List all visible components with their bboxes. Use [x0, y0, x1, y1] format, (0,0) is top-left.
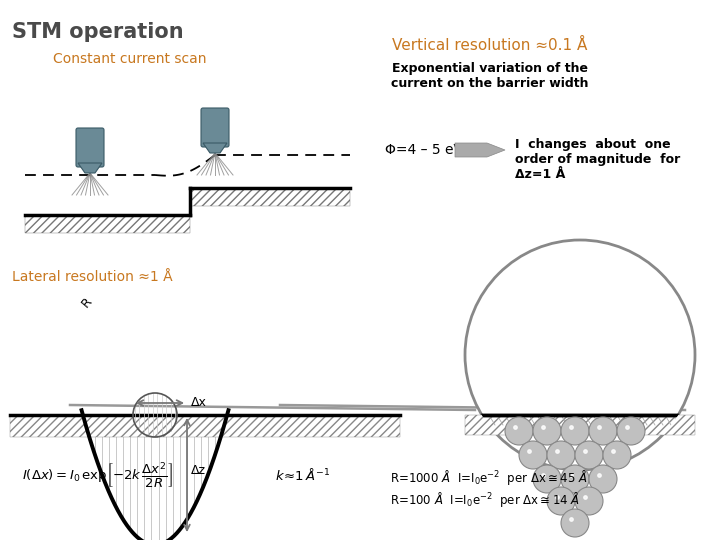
Circle shape	[519, 441, 547, 469]
Text: Vertical resolution ≈0.1 Å: Vertical resolution ≈0.1 Å	[392, 38, 588, 53]
Text: $k\!\approx\!1\,\AA^{-1}$: $k\!\approx\!1\,\AA^{-1}$	[275, 467, 330, 483]
Text: Φ=4 – 5 eV: Φ=4 – 5 eV	[385, 143, 463, 157]
Text: R: R	[79, 294, 95, 309]
Text: Exponential variation of the
current on the barrier width: Exponential variation of the current on …	[391, 62, 589, 90]
Circle shape	[547, 487, 575, 515]
Circle shape	[575, 441, 603, 469]
Text: R=1000 $\AA$  I=I$_0$e$^{-2}$  per $\Delta$x$\cong$45 $\AA$: R=1000 $\AA$ I=I$_0$e$^{-2}$ per $\Delta…	[390, 468, 588, 487]
FancyArrow shape	[455, 143, 505, 157]
Circle shape	[561, 509, 589, 537]
Circle shape	[603, 441, 631, 469]
Circle shape	[617, 417, 645, 445]
Text: $I(\Delta x)=I_0\,\exp\!\left[-2k\,\dfrac{\Delta x^2}{2R}\right]$: $I(\Delta x)=I_0\,\exp\!\left[-2k\,\dfra…	[22, 460, 173, 490]
Circle shape	[589, 465, 617, 493]
Text: I  changes  about  one
order of magnitude  for
Δz=1 Å: I changes about one order of magnitude f…	[515, 138, 680, 181]
FancyBboxPatch shape	[201, 108, 229, 147]
Circle shape	[465, 240, 695, 470]
Text: Δx: Δx	[191, 396, 207, 409]
Text: Constant current scan: Constant current scan	[53, 52, 207, 66]
Bar	[25, 215, 190, 233]
Circle shape	[575, 487, 603, 515]
Circle shape	[505, 417, 533, 445]
Circle shape	[533, 417, 561, 445]
Circle shape	[547, 441, 575, 469]
Text: R=100 $\AA$  I=I$_0$e$^{-2}$  per $\Delta$x$\cong$14 $\AA$: R=100 $\AA$ I=I$_0$e$^{-2}$ per $\Delta$…	[390, 490, 580, 509]
Circle shape	[561, 417, 589, 445]
Circle shape	[589, 417, 617, 445]
Text: STM operation: STM operation	[12, 22, 184, 42]
Bar	[465, 415, 695, 435]
Text: Δz: Δz	[191, 463, 206, 476]
Bar	[190, 188, 350, 206]
Circle shape	[533, 465, 561, 493]
Polygon shape	[203, 143, 227, 153]
Bar	[10, 415, 400, 437]
FancyBboxPatch shape	[76, 128, 104, 167]
Polygon shape	[78, 163, 102, 173]
Text: Lateral resolution ≈1 Å: Lateral resolution ≈1 Å	[12, 270, 173, 284]
Circle shape	[561, 465, 589, 493]
